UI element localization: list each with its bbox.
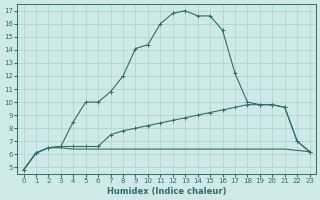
X-axis label: Humidex (Indice chaleur): Humidex (Indice chaleur)	[107, 187, 226, 196]
